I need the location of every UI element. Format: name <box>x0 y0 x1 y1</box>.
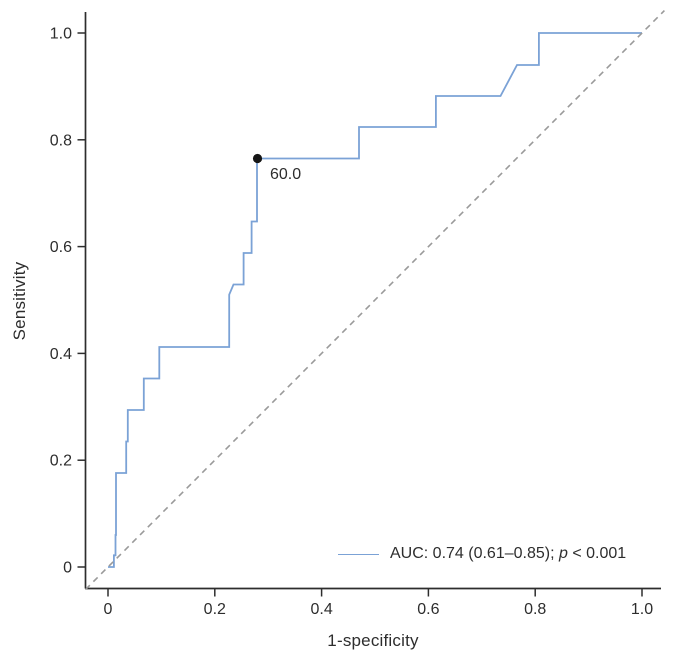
x-tick-label: 1.0 <box>631 601 653 618</box>
x-tick-label: 0.2 <box>204 601 226 618</box>
legend-text-pvar: p <box>558 545 568 562</box>
legend-text: AUC: 0.74 (0.61–0.85); p < 0.001 <box>390 545 626 563</box>
x-tick-label: 0.8 <box>524 601 546 618</box>
legend-line-sample <box>338 553 379 555</box>
y-tick-label: 0 <box>63 560 72 577</box>
x-tick-label: 0.6 <box>417 601 439 618</box>
y-axis-title: Sensitivity <box>10 261 29 341</box>
cutoff-point-marker <box>252 153 263 164</box>
legend: AUC: 0.74 (0.61–0.85); p < 0.001 <box>338 545 626 563</box>
y-tick-label: 0.6 <box>50 239 72 256</box>
x-tick-label: 0 <box>104 601 113 618</box>
roc-curve-path <box>108 32 642 568</box>
legend-text-post: < 0.001 <box>567 545 627 562</box>
y-tick-label: 0.2 <box>50 453 72 470</box>
x-axis-title: 1-specificity <box>327 631 419 650</box>
cutoff-value-label: 60.0 <box>270 166 302 183</box>
chance-diagonal-line <box>85 10 665 590</box>
y-tick-label: 0.8 <box>50 132 72 149</box>
y-tick-label: 0.4 <box>50 346 72 363</box>
x-tick-label: 0.4 <box>310 601 332 618</box>
legend-text-pre: AUC: 0.74 (0.61–0.85); <box>390 545 559 562</box>
y-tick-label: 1.0 <box>50 26 72 43</box>
